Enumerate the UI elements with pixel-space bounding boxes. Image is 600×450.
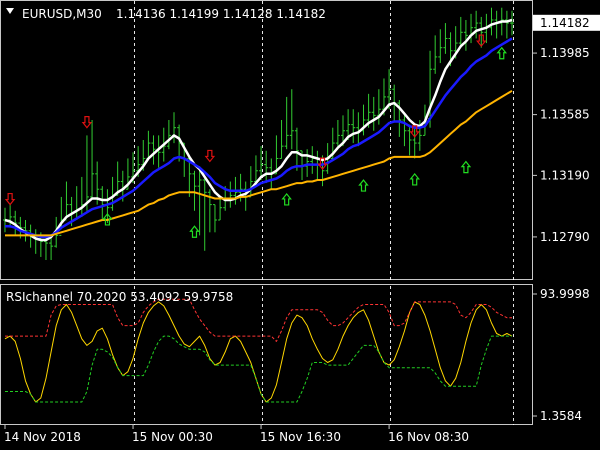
- buy-arrow-2: [281, 192, 292, 206]
- indicator-vertical-gridlines: [134, 286, 514, 425]
- price-tick-label-1: 1.13585: [540, 108, 590, 122]
- price-tick-label-2: 1.13190: [540, 168, 590, 182]
- ma-line-1: [5, 37, 513, 239]
- time-tick-label-1: 15 Nov 00:30: [132, 430, 213, 444]
- current-price-label: 1.14182: [540, 16, 590, 30]
- price-tick-label-3: 1.12790: [540, 230, 590, 244]
- price-panel: 1.13985 1.13585 1.13190 1.12790 1.14182 EUR…: [0, 0, 600, 280]
- indicator-label: RSIchannel 70.2020 53.4092 59.9758: [6, 290, 233, 304]
- time-tick-label-0: 14 Nov 2018: [4, 430, 81, 444]
- indicator-tick-label-0: 93.9998: [540, 287, 590, 301]
- indicator-panel: 93.9998 1.3584 RSIchannel 70.2020 53.4092…: [0, 284, 590, 425]
- buy-arrow-6: [496, 46, 508, 60]
- buy-arrow-0: [102, 212, 113, 226]
- ma-line-2: [5, 89, 513, 237]
- time-tick-label-3: 16 Nov 08:30: [388, 430, 469, 444]
- price-vertical-gridlines: [134, 1, 514, 280]
- time-tick-label-2: 15 Nov 16:30: [260, 430, 341, 444]
- rsi-line-2: [5, 335, 512, 403]
- rsi-line-0: [4, 301, 513, 403]
- rsi-channel-lines: [4, 298, 513, 403]
- buy-arrow-4: [409, 172, 420, 186]
- indicator-axis-ticks: 93.9998 1.3584: [533, 287, 590, 423]
- buy-arrow-5: [460, 160, 472, 174]
- buy-arrow-3: [358, 179, 369, 192]
- sell-arrow-3: [317, 157, 328, 171]
- price-tick-label-0: 1.13985: [540, 46, 590, 60]
- price-candles: [3, 7, 514, 260]
- sell-arrow-4: [409, 125, 420, 138]
- buy-arrow-1: [189, 225, 200, 238]
- time-axis: 14 Nov 2018 15 Nov 00:30 15 Nov 16:30 16 No…: [4, 425, 469, 444]
- current-price-box: [533, 14, 600, 31]
- current-price-marker: 1.14182: [533, 14, 600, 31]
- chart-dropdown-arrow-icon[interactable]: [6, 8, 14, 14]
- sell-arrow-0: [4, 192, 16, 206]
- price-axis-ticks: 1.13985 1.13585 1.13190 1.12790: [533, 46, 590, 244]
- moving-average-lines: [4, 18, 513, 242]
- rsi-line-1: [5, 298, 512, 342]
- signal-arrows: [4, 34, 508, 238]
- ma-line-0: [4, 18, 513, 242]
- symbol-label: EURUSD,M30: [22, 7, 102, 21]
- sell-arrow-2: [204, 149, 216, 163]
- ohlc-readout: 1.14136 1.14199 1.14128 1.14182: [116, 7, 326, 21]
- price-panel-frame: [0, 0, 533, 280]
- sell-arrow-5: [476, 34, 487, 48]
- indicator-tick-label-1: 1.3584: [540, 409, 582, 423]
- sell-arrow-1: [81, 116, 93, 129]
- indicator-panel-frame: [0, 284, 533, 425]
- chart-header: EURUSD,M30 1.14136 1.14199 1.14128 1.141…: [6, 7, 326, 21]
